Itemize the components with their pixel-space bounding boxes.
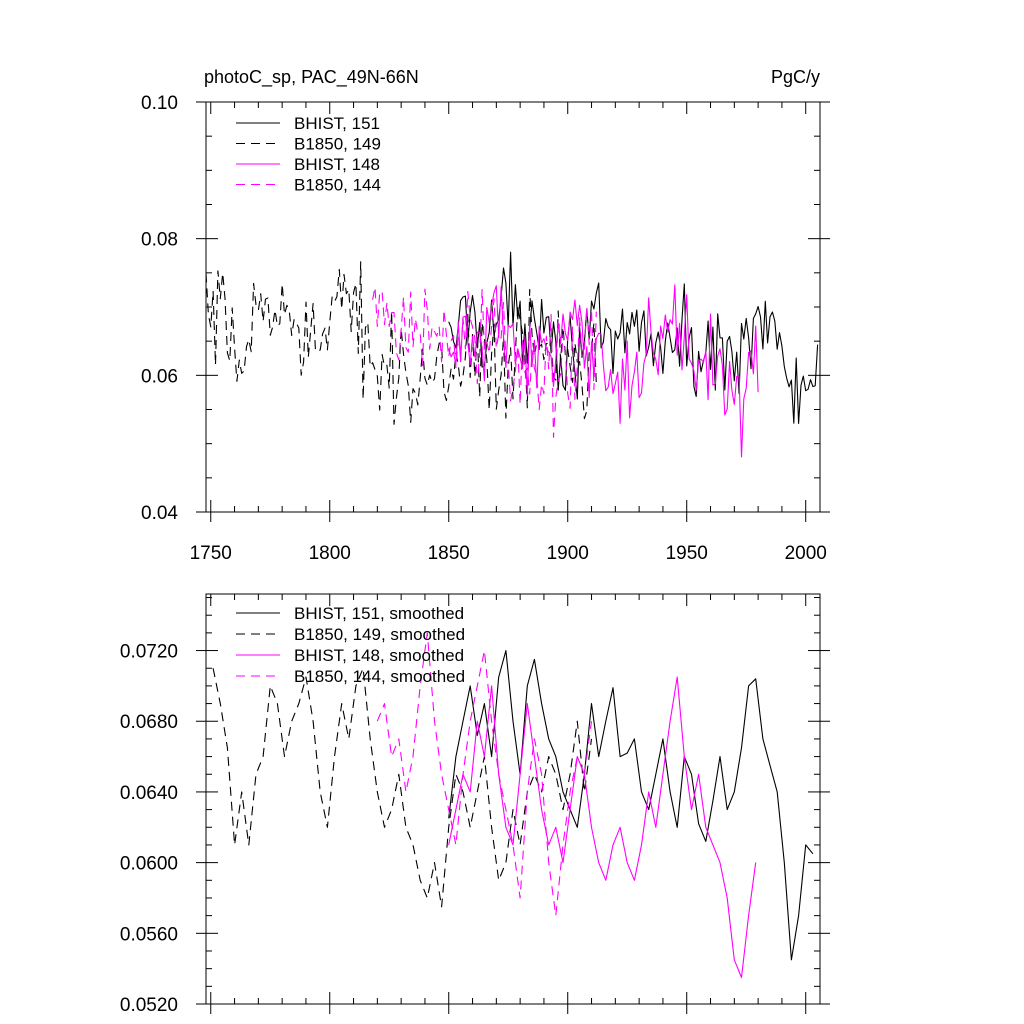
panel-smoothed: 0.0520 0.0560 0.0600 0.0640 0.0680 0.0720 BHI… bbox=[120, 593, 830, 1016]
y-tick-label: 0.0680 bbox=[120, 712, 178, 733]
y-tick-label: 0.0560 bbox=[120, 924, 178, 945]
legend-label: BHIST, 148 bbox=[294, 155, 380, 174]
legend-label: B1850, 149, smoothed bbox=[294, 625, 465, 644]
legend-label: BHIST, 148, smoothed bbox=[294, 646, 464, 665]
units-label: PgC/y bbox=[771, 67, 820, 87]
legend-label: BHIST, 151 bbox=[294, 114, 380, 133]
legend-label: B1850, 149 bbox=[294, 135, 381, 154]
series-line bbox=[448, 251, 819, 425]
y-tick-label: 0.0520 bbox=[120, 995, 178, 1016]
panel-raw: photoC_sp, PAC_49N-66N PgC/y 1750 1800 185… bbox=[141, 67, 830, 564]
x-tick-label: 2000 bbox=[785, 543, 827, 564]
y-tick-label: 0.04 bbox=[141, 503, 178, 524]
series-line bbox=[376, 632, 593, 917]
series-line bbox=[448, 284, 759, 458]
legend-label: BHIST, 151, smoothed bbox=[294, 604, 464, 623]
series-line bbox=[212, 667, 593, 908]
legend-label: B1850, 144, smoothed bbox=[294, 667, 465, 686]
y-tick-label: 0.0640 bbox=[120, 783, 178, 804]
y-tick-label: 0.10 bbox=[141, 93, 178, 114]
x-tick-label: 1800 bbox=[309, 543, 351, 564]
y-tick-label: 0.08 bbox=[141, 230, 178, 251]
y-tick-label: 0.0720 bbox=[120, 642, 178, 663]
x-tick-label: 1750 bbox=[190, 543, 232, 564]
x-tick-label: 1900 bbox=[547, 543, 589, 564]
plot-frame bbox=[205, 593, 821, 1005]
series-line bbox=[448, 650, 814, 961]
series-line bbox=[448, 676, 757, 979]
x-tick-label: 1950 bbox=[666, 543, 708, 564]
series-line bbox=[372, 286, 597, 438]
y-tick-label: 0.0600 bbox=[120, 854, 178, 875]
chart-title: photoC_sp, PAC_49N-66N bbox=[204, 67, 419, 88]
y-tick-label: 0.06 bbox=[141, 366, 178, 387]
legend-label: B1850, 144 bbox=[294, 176, 381, 195]
x-tick-label: 1850 bbox=[428, 543, 470, 564]
series-line bbox=[206, 261, 597, 425]
